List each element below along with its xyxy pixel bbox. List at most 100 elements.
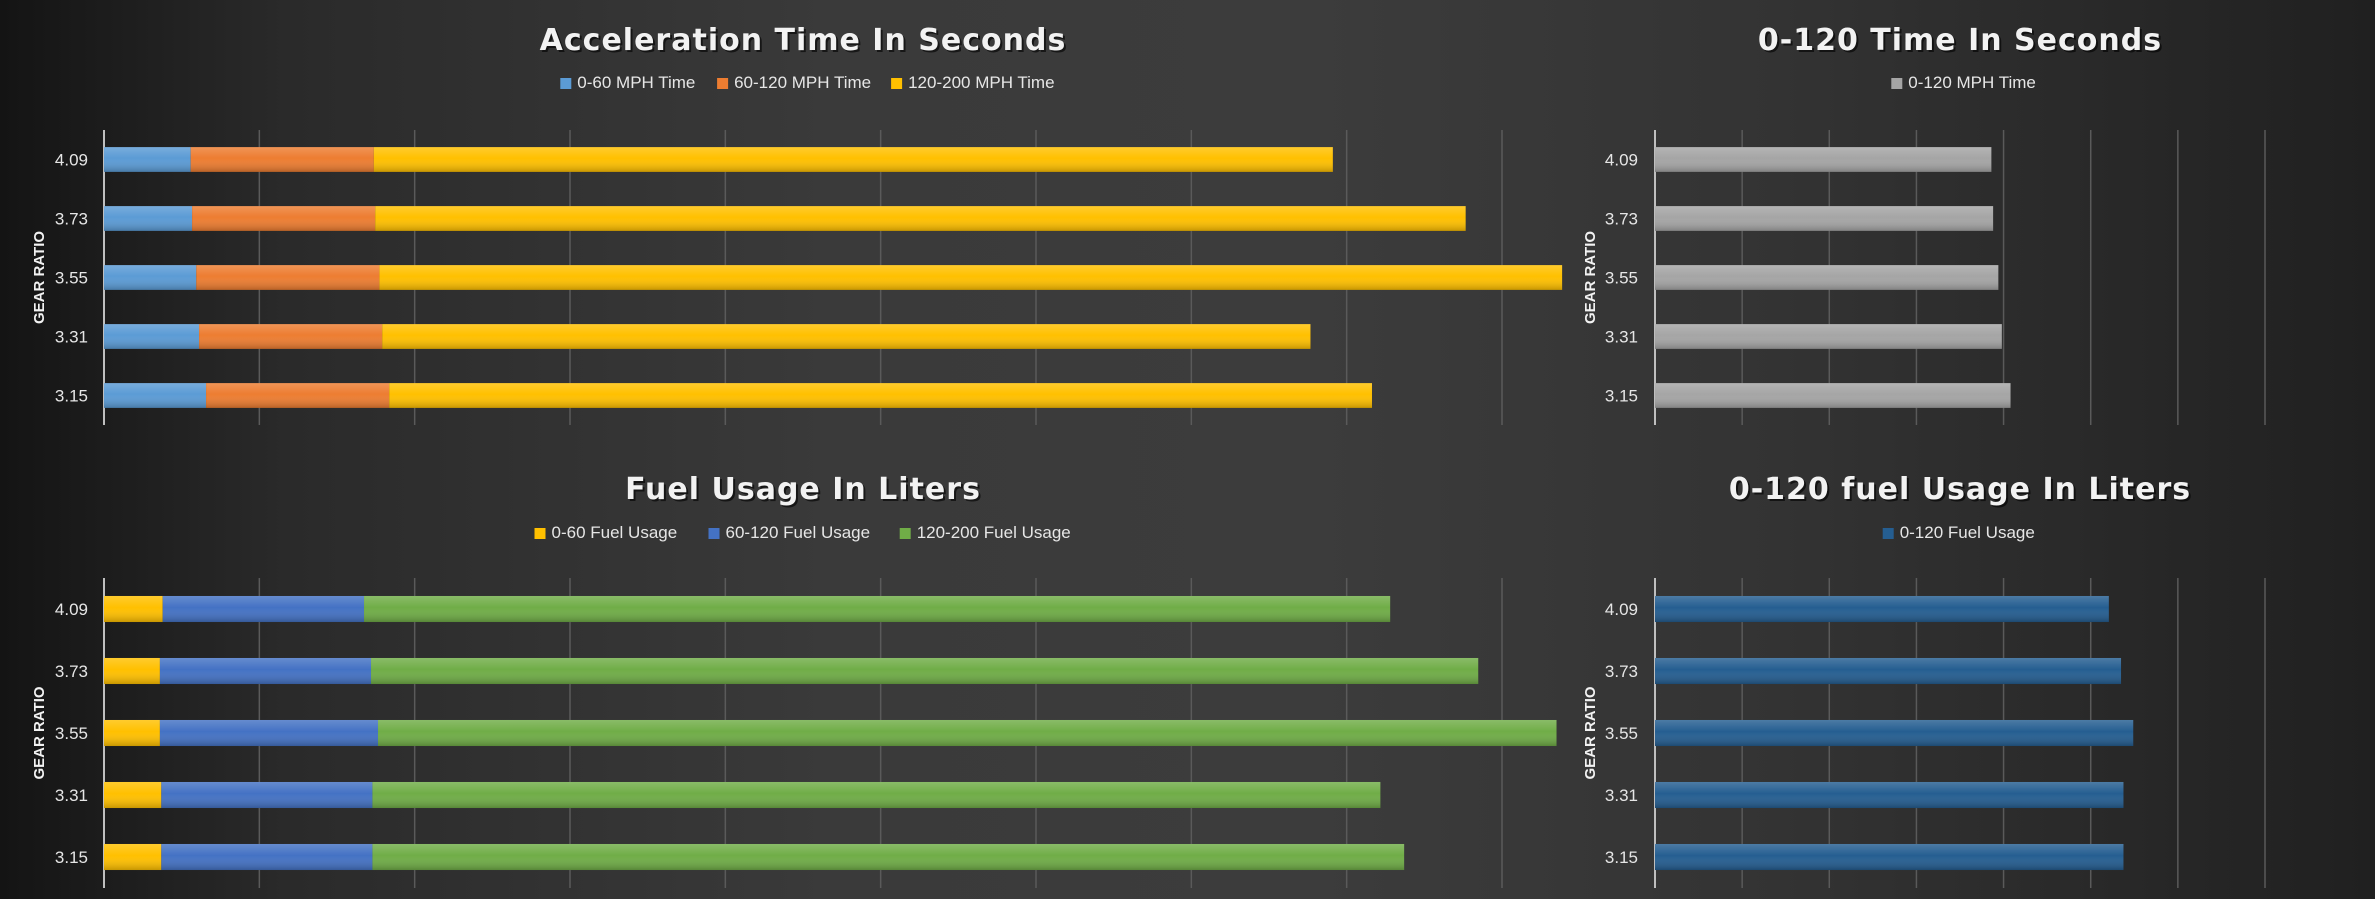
chart-title: Fuel Usage In Liters bbox=[625, 472, 981, 507]
bar-shade bbox=[192, 206, 376, 231]
bar-shade bbox=[104, 843, 162, 871]
bar-shade bbox=[199, 324, 383, 349]
legend-swatch bbox=[708, 528, 720, 539]
chart-panel-0: Acceleration Time In SecondsAcceleration… bbox=[31, 23, 1563, 425]
bar-shade bbox=[162, 595, 365, 623]
bar-shade bbox=[104, 206, 193, 231]
y-tick-label: 3.55 bbox=[1605, 724, 1638, 743]
bar-shade bbox=[161, 843, 373, 871]
bar-shade bbox=[1655, 595, 2109, 623]
bar-shade bbox=[389, 383, 1372, 408]
y-tick-label: 4.09 bbox=[1605, 600, 1638, 619]
bar-shade bbox=[375, 206, 1466, 231]
bar-shade bbox=[104, 383, 207, 408]
legend-label: 0-120 MPH Time bbox=[1908, 73, 2036, 92]
bar-shade bbox=[190, 147, 374, 172]
bar-shade bbox=[1655, 781, 2124, 809]
bar-shade bbox=[371, 657, 1479, 685]
y-tick-label: 4.09 bbox=[55, 151, 88, 170]
bar-shade bbox=[104, 265, 197, 290]
y-tick-label: 3.15 bbox=[1605, 848, 1638, 867]
legend-label: 120-200 MPH Time bbox=[908, 73, 1054, 92]
legend-item: 120-200 MPH Time bbox=[891, 73, 1055, 92]
bar-shade bbox=[1655, 657, 2122, 685]
y-tick-label: 3.15 bbox=[55, 387, 88, 406]
y-tick-label: 3.15 bbox=[55, 848, 88, 867]
legend-item: 0-120 MPH Time bbox=[1891, 73, 2036, 92]
legend-swatch bbox=[534, 528, 546, 539]
legend-item: 0-60 Fuel Usage bbox=[534, 523, 678, 542]
bar-shade bbox=[378, 719, 1557, 747]
bar-shade bbox=[196, 265, 380, 290]
bar-shade bbox=[161, 781, 373, 809]
bar-shade bbox=[382, 324, 1311, 349]
chart-title-shadow: Fuel Usage In Liters bbox=[627, 474, 983, 509]
legend-swatch bbox=[1882, 528, 1894, 539]
chart-title-shadow: 0-120 fuel Usage In Liters bbox=[1731, 474, 2193, 509]
legend-swatch bbox=[891, 78, 903, 89]
bar-shade bbox=[1655, 843, 2124, 871]
bar-shade bbox=[373, 147, 1333, 172]
y-axis-label: GEAR RATIO bbox=[1582, 231, 1599, 324]
chart-title: 0-120 fuel Usage In Liters bbox=[1729, 472, 2191, 507]
y-axis-label: GEAR RATIO bbox=[31, 231, 48, 324]
bar-shade bbox=[1655, 324, 2002, 349]
legend-label: 0-120 Fuel Usage bbox=[1900, 523, 2035, 542]
bar-shade bbox=[159, 719, 379, 747]
bar-shade bbox=[1655, 206, 1994, 231]
y-tick-label: 3.31 bbox=[55, 786, 88, 805]
legend-item: 0-60 MPH Time bbox=[560, 73, 695, 92]
y-tick-label: 4.09 bbox=[1605, 151, 1638, 170]
y-tick-label: 3.31 bbox=[1605, 328, 1638, 347]
bar-shade bbox=[364, 595, 1391, 623]
bar-shade bbox=[379, 265, 1563, 290]
y-tick-label: 3.73 bbox=[55, 662, 88, 681]
y-tick-label: 3.55 bbox=[55, 269, 88, 288]
bar-shade bbox=[206, 383, 390, 408]
chart-title: Acceleration Time In Seconds bbox=[540, 23, 1067, 58]
legend-swatch bbox=[560, 78, 572, 89]
legend-item: 0-120 Fuel Usage bbox=[1882, 523, 2035, 542]
y-tick-label: 3.31 bbox=[55, 328, 88, 347]
y-tick-label: 3.73 bbox=[1605, 662, 1638, 681]
y-axis-label: GEAR RATIO bbox=[1582, 686, 1599, 779]
y-tick-label: 4.09 bbox=[55, 600, 88, 619]
bar-shade bbox=[1655, 719, 2134, 747]
bar-shade bbox=[1655, 147, 1992, 172]
chart-title-shadow: 0-120 Time In Seconds bbox=[1760, 25, 2164, 60]
y-tick-label: 3.73 bbox=[1605, 210, 1638, 229]
legend-swatch bbox=[1891, 78, 1903, 89]
legend-swatch bbox=[899, 528, 911, 539]
legend-swatch bbox=[717, 78, 729, 89]
bar-shade bbox=[1655, 265, 1999, 290]
chart-title: 0-120 Time In Seconds bbox=[1758, 23, 2162, 58]
y-tick-label: 3.15 bbox=[1605, 387, 1638, 406]
bar-shade bbox=[372, 843, 1405, 871]
y-tick-label: 3.73 bbox=[55, 210, 88, 229]
bar-shade bbox=[372, 781, 1381, 809]
legend-item: 60-120 Fuel Usage bbox=[708, 523, 871, 542]
y-tick-label: 3.55 bbox=[55, 724, 88, 743]
bar-shade bbox=[104, 781, 162, 809]
y-tick-label: 3.31 bbox=[1605, 786, 1638, 805]
bar-shade bbox=[104, 595, 163, 623]
legend-label: 60-120 Fuel Usage bbox=[726, 523, 871, 542]
bar-shade bbox=[104, 657, 160, 685]
legend-label: 60-120 MPH Time bbox=[734, 73, 871, 92]
bar-shade bbox=[104, 324, 200, 349]
bar-shade bbox=[104, 719, 160, 747]
legend-label: 0-60 MPH Time bbox=[577, 73, 695, 92]
bar-shade bbox=[104, 147, 191, 172]
chart-title-shadow: Acceleration Time In Seconds bbox=[542, 25, 1069, 60]
legend-label: 120-200 Fuel Usage bbox=[917, 523, 1071, 542]
legend-item: 60-120 MPH Time bbox=[717, 73, 871, 92]
y-axis-label: GEAR RATIO bbox=[31, 686, 48, 779]
legend-label: 0-60 Fuel Usage bbox=[552, 523, 678, 542]
y-tick-label: 3.55 bbox=[1605, 269, 1638, 288]
bar-shade bbox=[159, 657, 372, 685]
legend-item: 120-200 Fuel Usage bbox=[899, 523, 1071, 542]
bar-shade bbox=[1655, 383, 2011, 408]
